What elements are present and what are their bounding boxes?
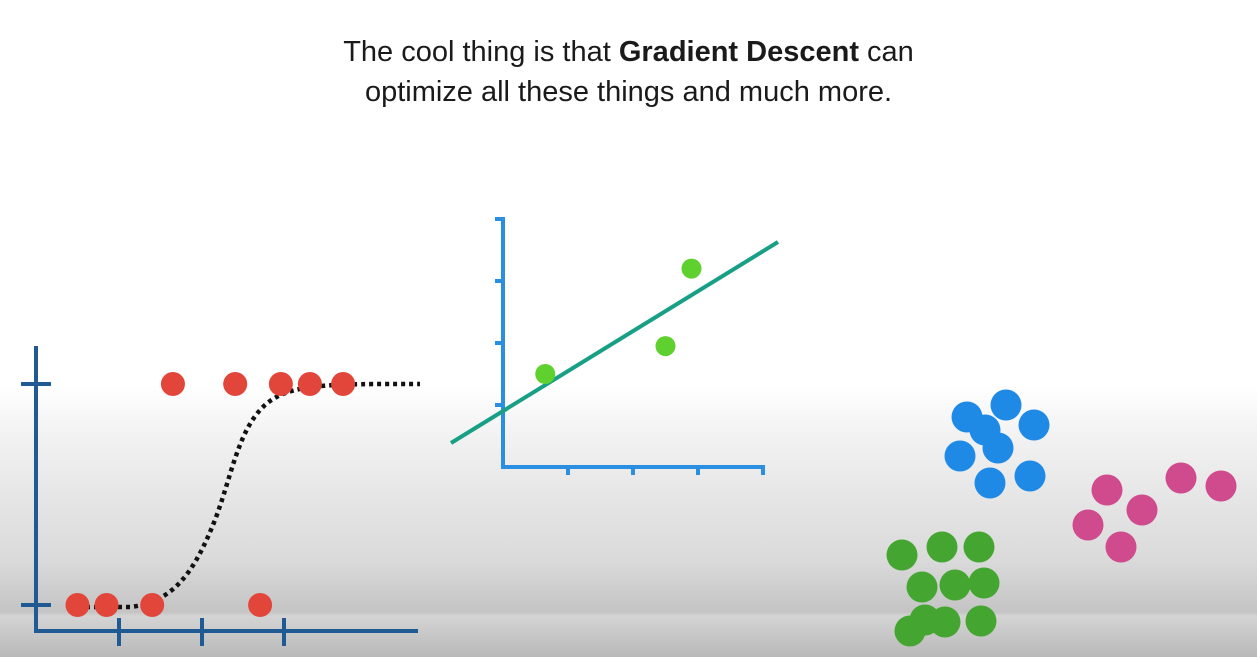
caption-line-2: optimize all these things and much more. bbox=[364, 76, 893, 108]
cluster-point-blue bbox=[990, 389, 1022, 421]
caption-text: The cool thing is that bbox=[343, 36, 619, 68]
logistic-point bbox=[297, 372, 322, 396]
linear-point bbox=[681, 258, 702, 279]
cluster-point-green bbox=[965, 605, 997, 637]
cluster-point-pink bbox=[1091, 474, 1123, 506]
cluster-point-pink bbox=[1165, 462, 1197, 494]
cluster-point-green bbox=[939, 569, 971, 601]
cluster-point-pink bbox=[1126, 494, 1158, 526]
cluster-point-blue bbox=[974, 467, 1006, 499]
linear-regression-plot bbox=[449, 217, 780, 475]
caption-line-1: The cool thing is that Gradient Descent … bbox=[0, 32, 1257, 72]
cluster-point-green bbox=[909, 604, 941, 636]
linear-point bbox=[535, 364, 556, 384]
logistic-point bbox=[268, 372, 293, 396]
cluster-point-green bbox=[968, 567, 1000, 599]
logistic-point bbox=[140, 593, 165, 617]
logistic-point bbox=[65, 593, 90, 617]
cluster-point-pink bbox=[1105, 531, 1137, 563]
cluster-point-green bbox=[886, 539, 918, 571]
clustering-illustration bbox=[886, 389, 1237, 647]
cluster-point-blue bbox=[1014, 460, 1046, 492]
cluster-blue bbox=[944, 389, 1050, 499]
cluster-pink bbox=[1072, 462, 1237, 563]
caption-text-end: can bbox=[858, 36, 914, 68]
caption: The cool thing is that Gradient Descent … bbox=[0, 32, 1257, 112]
cluster-point-green bbox=[906, 571, 938, 603]
cluster-point-pink bbox=[1205, 470, 1237, 502]
logistic-point bbox=[248, 593, 273, 617]
cluster-point-blue bbox=[944, 440, 976, 472]
linear-point bbox=[655, 336, 676, 357]
logistic-curve bbox=[70, 381, 421, 610]
cluster-point-blue bbox=[1018, 409, 1050, 441]
linear-points bbox=[535, 258, 702, 384]
logistic-point bbox=[94, 593, 119, 617]
logistic-points bbox=[65, 372, 356, 617]
logistic-regression-plot bbox=[21, 346, 421, 646]
linear-fit-line bbox=[449, 240, 780, 445]
logistic-point bbox=[160, 372, 185, 396]
caption-highlight: Gradient Descent bbox=[618, 36, 859, 68]
logistic-point bbox=[223, 372, 248, 396]
logistic-point bbox=[331, 372, 356, 396]
cluster-point-green bbox=[926, 531, 958, 563]
cluster-point-green bbox=[963, 531, 995, 563]
cluster-point-blue bbox=[969, 414, 1001, 446]
cluster-point-pink bbox=[1072, 509, 1104, 541]
cluster-green bbox=[886, 531, 1000, 647]
